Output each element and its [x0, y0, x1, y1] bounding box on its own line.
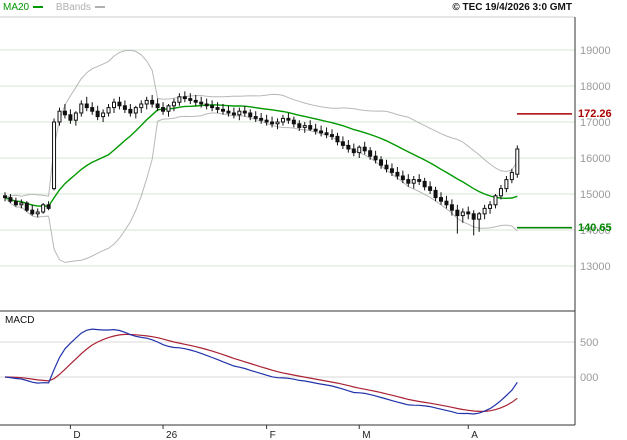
bbands-line-swatch-icon: [94, 6, 105, 9]
legend: MA20 BBands: [3, 2, 115, 14]
macd-line: [4, 328, 518, 415]
svg-text:14000: 14000: [580, 225, 611, 237]
svg-text:17000: 17000: [580, 117, 611, 129]
svg-text:500: 500: [580, 337, 598, 349]
legend-bbands-label: BBands: [55, 2, 91, 13]
macd-panel-label: MACD: [5, 315, 35, 326]
ma20-line: [4, 104, 518, 207]
svg-text:15000: 15000: [580, 189, 611, 201]
legend-ma20-label: MA20: [3, 2, 30, 13]
support-level-label: 140.65: [578, 221, 612, 234]
svg-text:13000: 13000: [580, 261, 611, 273]
legend-bbands: BBands: [56, 2, 105, 13]
svg-text:16000: 16000: [580, 153, 611, 165]
candles-layer: [3, 91, 520, 236]
grid-layer: 19000 18000 17000 16000 15000 14000 13000: [0, 45, 611, 273]
svg-text:F: F: [270, 430, 276, 440]
svg-text:A: A: [471, 430, 478, 440]
macd-signal-line: [4, 333, 518, 412]
bband-upper-line: [4, 49, 518, 199]
svg-text:19000: 19000: [580, 45, 611, 57]
svg-text:M: M: [362, 430, 370, 440]
svg-text:D: D: [73, 430, 80, 440]
svg-text:000: 000: [580, 372, 598, 384]
ma20-line-swatch-icon: [33, 6, 44, 9]
svg-text:26: 26: [166, 430, 178, 440]
legend-ma20: MA20: [3, 2, 44, 13]
resistance-level-label: 172.26: [578, 107, 612, 120]
bband-lower-line: [4, 112, 518, 263]
svg-text:18000: 18000: [580, 81, 611, 93]
copyright-text: © TEC 19/4/2026 3:0 GMT: [452, 2, 572, 13]
